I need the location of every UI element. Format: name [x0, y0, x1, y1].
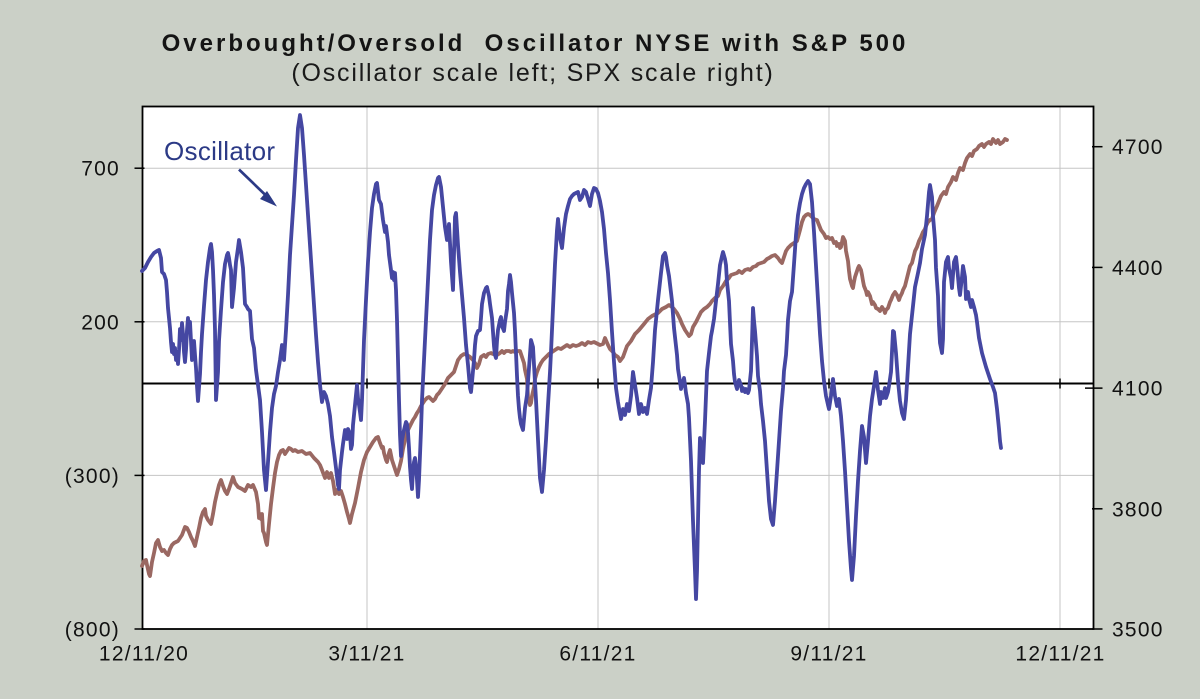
svg-text:4700: 4700 — [1112, 136, 1164, 159]
svg-text:Oscillator: Oscillator — [164, 136, 275, 166]
svg-text:3/11/21: 3/11/21 — [328, 643, 405, 666]
svg-text:9/11/21: 9/11/21 — [790, 643, 867, 666]
svg-text:Overbought/Oversold Oscillato: Overbought/Oversold Oscillator NYSE with… — [162, 30, 909, 57]
svg-text:200: 200 — [81, 311, 120, 334]
svg-text:(Oscillator scale left; SPX sc: (Oscillator scale left; SPX scale right) — [291, 59, 774, 87]
svg-text:4100: 4100 — [1112, 378, 1164, 401]
svg-text:12/11/20: 12/11/20 — [99, 643, 189, 666]
svg-text:3800: 3800 — [1112, 498, 1164, 521]
svg-text:700: 700 — [81, 158, 120, 181]
svg-text:4400: 4400 — [1112, 257, 1164, 280]
svg-text:(800): (800) — [65, 619, 120, 642]
svg-text:12/11/21: 12/11/21 — [1015, 643, 1105, 666]
svg-text:3500: 3500 — [1112, 619, 1164, 642]
svg-text:6/11/21: 6/11/21 — [559, 643, 636, 666]
svg-text:(300): (300) — [65, 465, 120, 488]
